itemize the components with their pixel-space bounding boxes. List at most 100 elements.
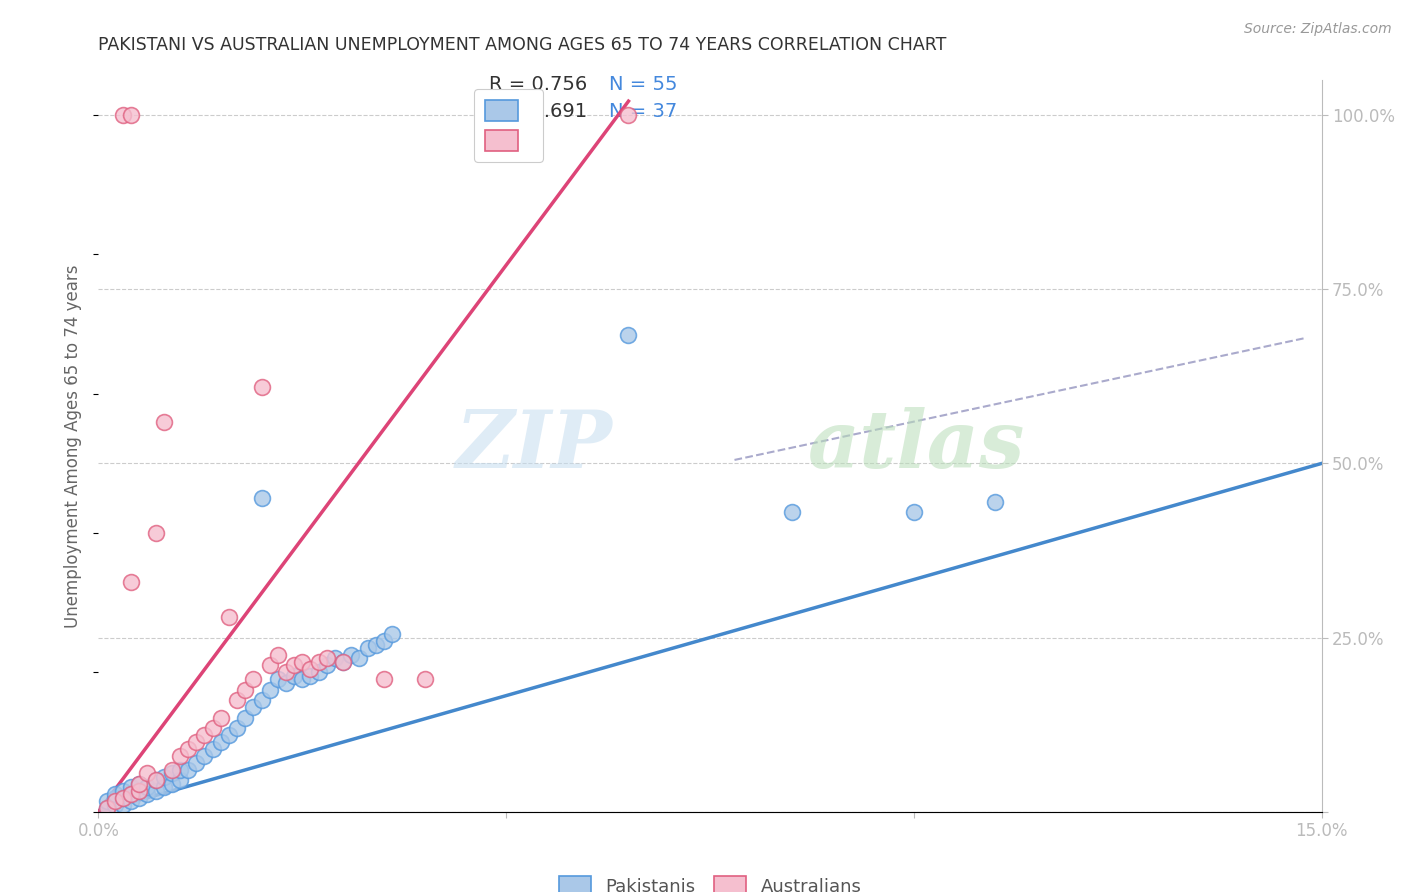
Point (274, 676, 297, 690)
Point (120, 794, 142, 808)
Text: ZIP: ZIP (456, 408, 612, 484)
Point (250, 491, 273, 506)
Point (332, 655, 354, 669)
Point (111, 790, 134, 805)
Point (177, 763, 200, 777)
Point (152, 780, 174, 795)
Point (242, 673, 264, 687)
Point (299, 662, 322, 676)
Point (233, 682, 256, 697)
Point (780, 505, 803, 519)
Point (250, 380, 273, 394)
Text: R = 0.756: R = 0.756 (489, 75, 588, 95)
Point (120, 787, 142, 801)
Point (267, 648, 290, 662)
Point (169, 773, 191, 788)
Point (201, 721, 224, 735)
Point (152, 415, 174, 429)
Point (259, 658, 281, 673)
Point (209, 711, 232, 725)
Point (104, 787, 127, 801)
Point (323, 651, 346, 665)
Point (209, 735, 232, 749)
Point (373, 673, 395, 687)
Point (120, 108, 142, 122)
Point (218, 728, 240, 742)
Point (340, 648, 363, 662)
Point (104, 790, 127, 805)
Point (984, 494, 1007, 508)
Point (201, 742, 224, 756)
Point (96, 801, 118, 815)
Point (145, 784, 167, 798)
Point (274, 665, 297, 680)
Point (120, 787, 142, 801)
Point (291, 673, 314, 687)
Point (104, 797, 127, 812)
Point (332, 655, 354, 669)
Point (128, 784, 150, 798)
Point (283, 669, 305, 683)
Point (617, 327, 640, 342)
Point (903, 505, 925, 519)
Point (111, 797, 134, 812)
Point (233, 711, 256, 725)
Point (226, 693, 249, 707)
Point (617, 108, 640, 122)
Point (128, 777, 150, 791)
Point (413, 673, 436, 687)
Point (193, 728, 215, 742)
Point (96, 801, 118, 815)
Point (136, 766, 159, 780)
Y-axis label: Unemployment Among Ages 65 to 74 years: Unemployment Among Ages 65 to 74 years (65, 264, 83, 628)
Point (226, 721, 249, 735)
Text: PAKISTANI VS AUSTRALIAN UNEMPLOYMENT AMONG AGES 65 TO 74 YEARS CORRELATION CHART: PAKISTANI VS AUSTRALIAN UNEMPLOYMENT AMO… (98, 36, 946, 54)
Point (128, 790, 150, 805)
Point (160, 763, 183, 777)
Point (291, 655, 314, 669)
Point (242, 700, 264, 714)
Text: R = 0.691: R = 0.691 (489, 102, 588, 121)
Point (111, 784, 134, 798)
Point (373, 634, 395, 648)
Point (136, 787, 159, 801)
Point (120, 574, 142, 589)
Point (111, 108, 134, 122)
Point (128, 777, 150, 791)
Point (111, 790, 134, 805)
Point (315, 658, 337, 673)
Point (128, 784, 150, 798)
Point (96, 794, 118, 808)
Point (308, 655, 330, 669)
Point (381, 627, 404, 641)
Point (267, 673, 290, 687)
Point (152, 770, 174, 784)
Text: Source: ZipAtlas.com: Source: ZipAtlas.com (1244, 22, 1392, 37)
Point (283, 658, 305, 673)
Point (145, 526, 167, 541)
Legend: Pakistanis, Australians: Pakistanis, Australians (551, 868, 869, 892)
Point (250, 693, 273, 707)
Point (186, 756, 208, 770)
Point (160, 777, 183, 791)
Point (120, 780, 142, 795)
Point (218, 609, 240, 624)
Point (364, 638, 387, 652)
Point (104, 794, 127, 808)
Point (315, 651, 337, 665)
Point (136, 780, 159, 795)
Point (177, 742, 200, 756)
Point (259, 682, 281, 697)
Point (193, 749, 215, 764)
Point (349, 651, 371, 665)
Point (145, 773, 167, 788)
Point (160, 766, 183, 780)
Point (169, 749, 191, 764)
Point (186, 735, 208, 749)
Point (169, 763, 191, 777)
Text: atlas: atlas (808, 408, 1025, 484)
Point (308, 665, 330, 680)
Text: N = 55: N = 55 (609, 75, 678, 95)
Text: N = 37: N = 37 (609, 102, 678, 121)
Point (299, 669, 322, 683)
